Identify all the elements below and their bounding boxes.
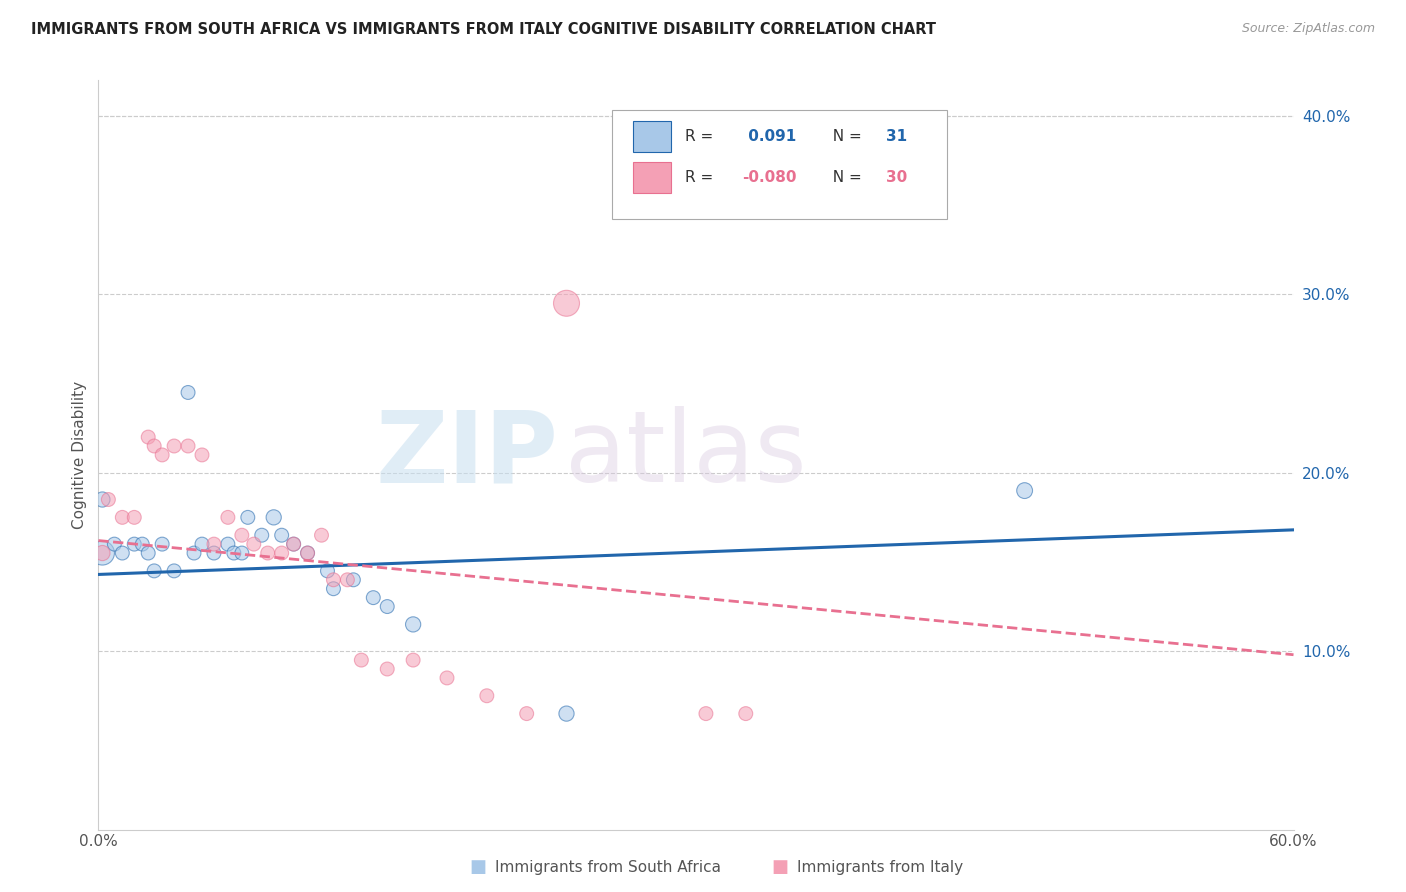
Point [136, 546, 159, 560]
Point [202, 537, 225, 551]
Point [555, 296, 578, 310]
Y-axis label: Cognitive Disability: Cognitive Disability [72, 381, 87, 529]
Text: ZIP: ZIP [375, 407, 558, 503]
Point [350, 653, 373, 667]
Point [336, 573, 359, 587]
Point [283, 537, 305, 551]
FancyBboxPatch shape [633, 162, 671, 194]
Point [111, 510, 134, 524]
Point [124, 510, 146, 524]
Text: R =: R = [685, 129, 718, 144]
Point [124, 537, 146, 551]
Text: Immigrants from South Africa: Immigrants from South Africa [495, 860, 721, 874]
Point [191, 537, 214, 551]
Point [297, 546, 319, 560]
Point [150, 537, 173, 551]
Point [322, 582, 344, 596]
Point [177, 385, 200, 400]
Point [322, 573, 344, 587]
Text: Source: ZipAtlas.com: Source: ZipAtlas.com [1241, 22, 1375, 36]
Point [297, 546, 319, 560]
Point [311, 528, 333, 542]
Point [217, 537, 239, 551]
Point [183, 546, 205, 560]
Point [270, 546, 292, 560]
Point [375, 599, 398, 614]
FancyBboxPatch shape [633, 120, 671, 153]
Point [250, 528, 273, 542]
Point [222, 546, 245, 560]
Point [91, 492, 114, 507]
Point [1014, 483, 1036, 498]
Text: atlas: atlas [565, 407, 806, 503]
Point [555, 706, 578, 721]
Point [163, 439, 186, 453]
Point [97, 492, 120, 507]
Text: N =: N = [823, 170, 866, 186]
Point [150, 448, 173, 462]
Point [111, 546, 134, 560]
Text: -0.080: -0.080 [742, 170, 797, 186]
Text: 31: 31 [886, 129, 907, 144]
Point [231, 528, 253, 542]
Point [202, 546, 225, 560]
Point [436, 671, 458, 685]
Point [236, 510, 259, 524]
Point [243, 537, 266, 551]
Point [375, 662, 398, 676]
Point [516, 706, 538, 721]
Point [475, 689, 498, 703]
Text: R =: R = [685, 170, 718, 186]
Point [283, 537, 305, 551]
Point [231, 546, 253, 560]
Point [136, 430, 159, 444]
FancyBboxPatch shape [613, 111, 948, 219]
Point [177, 439, 200, 453]
Text: ■: ■ [772, 858, 789, 876]
Point [256, 546, 278, 560]
Point [103, 537, 125, 551]
Point [402, 653, 425, 667]
Point [91, 546, 114, 560]
Point [263, 510, 285, 524]
Point [342, 573, 364, 587]
Point [217, 510, 239, 524]
Point [363, 591, 385, 605]
Text: ■: ■ [470, 858, 486, 876]
Point [695, 706, 717, 721]
Point [143, 439, 166, 453]
Point [270, 528, 292, 542]
Point [143, 564, 166, 578]
Point [131, 537, 153, 551]
Text: 30: 30 [886, 170, 907, 186]
Point [163, 564, 186, 578]
Text: Immigrants from Italy: Immigrants from Italy [797, 860, 963, 874]
Point [734, 706, 756, 721]
Text: 0.091: 0.091 [742, 129, 796, 144]
Point [402, 617, 425, 632]
Point [91, 546, 114, 560]
Text: N =: N = [823, 129, 866, 144]
Point [191, 448, 214, 462]
Point [316, 564, 339, 578]
Text: IMMIGRANTS FROM SOUTH AFRICA VS IMMIGRANTS FROM ITALY COGNITIVE DISABILITY CORRE: IMMIGRANTS FROM SOUTH AFRICA VS IMMIGRAN… [31, 22, 936, 37]
